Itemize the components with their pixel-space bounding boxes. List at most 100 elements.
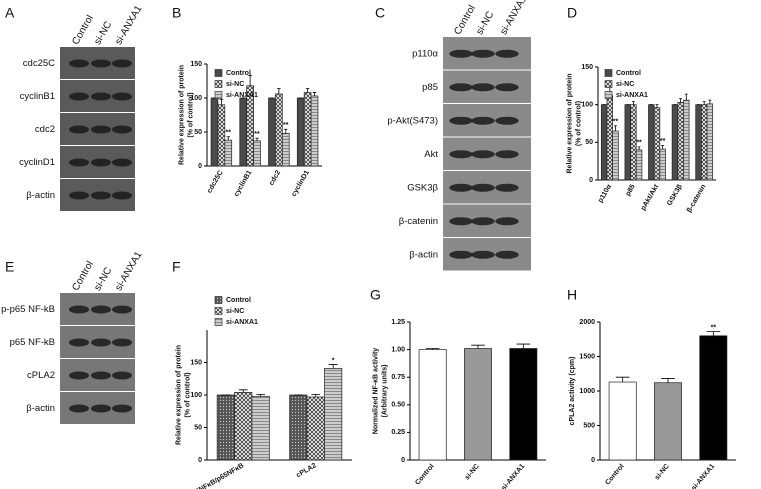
lane-label: si-NC [92, 266, 114, 293]
x-tick-label: cdc25C [206, 169, 225, 194]
error-bar [305, 88, 310, 93]
error-bar [516, 343, 531, 349]
bar [310, 95, 319, 167]
y-axis-label: Relative expression of protein [566, 74, 573, 174]
blot-band [449, 217, 473, 226]
y-axis-label: Relative expression of protein [178, 65, 185, 165]
y-tick-label: 100 [190, 392, 202, 399]
y-tick-label: 50 [194, 424, 202, 431]
blot-band [449, 116, 473, 125]
bar [464, 348, 492, 461]
blot-band [471, 250, 495, 259]
x-tick-label: si-NC [654, 463, 671, 482]
error-bar [706, 331, 721, 336]
y-tick-label: 150 [190, 359, 202, 366]
legend-swatch [214, 318, 223, 326]
blot-band [112, 92, 132, 101]
x-tick-label: p-p65NFκB/p65NFκB [182, 462, 245, 489]
y-tick-label: 150 [581, 64, 593, 71]
x-tick-label: p110α [597, 183, 613, 204]
blot-band [112, 404, 132, 413]
row-label: β-actin [409, 249, 438, 260]
row-label: p85 [422, 82, 438, 93]
row-label: cdc25C [23, 58, 55, 69]
y-axis-label: Normalized NF-κB activity [372, 348, 379, 434]
error-bar [471, 344, 485, 349]
y-tick-label: 0 [591, 457, 595, 464]
y-tick-label: 50 [585, 139, 593, 146]
error-bar [284, 128, 288, 134]
bar [234, 392, 253, 461]
x-tick-label: p85 [625, 183, 637, 197]
blot-band [471, 116, 495, 125]
blot-band [69, 404, 89, 413]
panel-letter: E [5, 259, 14, 275]
blot-band [449, 49, 473, 58]
y-tick-label: 50 [194, 129, 202, 136]
y-axis-label: cPLA2 activity (cpm) [569, 357, 576, 426]
panel-letter: D [567, 5, 577, 21]
y-tick-label: 0 [198, 457, 202, 464]
bar [612, 130, 619, 181]
bar [281, 133, 290, 167]
bar [600, 104, 608, 181]
blot-band [91, 59, 111, 68]
y-axis-label: (% of control) [187, 92, 194, 137]
x-tick-label: cdc2 [268, 169, 282, 186]
x-tick-label: cPLA2 [295, 462, 317, 479]
y-tick-label: 0.75 [391, 374, 405, 381]
lane-label: si-ANXA1 [498, 0, 529, 37]
blot-band [91, 158, 111, 167]
bar [648, 104, 655, 181]
blot-band [91, 125, 111, 134]
panel-letter: H [567, 287, 577, 303]
lane-label: si-ANXA1 [113, 3, 144, 46]
x-tick-label: cyclinD1 [290, 169, 311, 198]
bar [606, 95, 613, 181]
bar [509, 348, 538, 461]
blot-band [471, 49, 495, 58]
error-bar [219, 98, 224, 105]
blot-band [69, 371, 89, 380]
bar [418, 349, 447, 461]
y-tick-label: 0 [198, 163, 202, 170]
x-tick-label: pAkt/Akt [640, 183, 661, 212]
error-bar [631, 101, 635, 105]
blot-band [69, 305, 89, 314]
x-tick-label: si-ANXA1 [500, 463, 526, 489]
panel-letter: B [172, 5, 181, 21]
significance-marker: ** [636, 140, 642, 147]
error-bar [277, 88, 281, 94]
y-axis-label: (% of control) [575, 101, 582, 146]
blot-band [449, 83, 473, 92]
blot-band [91, 371, 111, 380]
blot-band [495, 183, 519, 192]
blot-band [449, 183, 473, 192]
significance-marker: ** [660, 138, 666, 145]
error-bar [328, 364, 338, 369]
blot-band [471, 217, 495, 226]
blot-band [112, 59, 132, 68]
y-tick-label: 0 [589, 177, 593, 184]
bar [699, 335, 728, 461]
legend-label: si-NC [226, 81, 244, 88]
x-tick-label: si-ANXA1 [690, 463, 716, 489]
error-bar [615, 376, 630, 383]
blot-band [495, 217, 519, 226]
blot-band [69, 92, 89, 101]
blot-band [495, 250, 519, 259]
bar [659, 148, 666, 181]
x-tick-label: cyclinB1 [233, 169, 254, 198]
bar [683, 99, 690, 181]
blot-band [91, 305, 111, 314]
bar [275, 93, 283, 167]
legend-swatch [214, 307, 223, 315]
y-tick-label: 100 [190, 95, 202, 102]
blot-band [112, 338, 132, 347]
significance-marker: ** [226, 130, 232, 137]
blot-band [112, 125, 132, 134]
legend-swatch [604, 91, 613, 99]
row-label: cdc2 [35, 124, 55, 135]
legend-swatch [214, 80, 223, 88]
bar [706, 103, 714, 181]
